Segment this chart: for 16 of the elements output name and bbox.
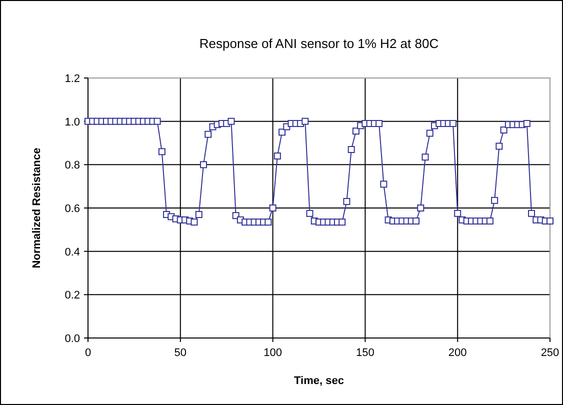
- y-tick-label: 0.2: [64, 290, 80, 302]
- x-tick-label: 100: [264, 347, 282, 359]
- x-tick-label: 250: [540, 347, 560, 359]
- x-axis-title: Time, sec: [294, 375, 344, 387]
- x-tick-label: 0: [84, 347, 92, 359]
- x-tick-label: 150: [356, 347, 374, 359]
- x-tick-label: 200: [448, 347, 467, 359]
- y-axis-title: Normalized Resistance: [31, 148, 43, 268]
- x-tick-label: 50: [174, 347, 187, 359]
- y-tick-label: 0.0: [64, 333, 80, 345]
- y-tick-label: 0.8: [64, 160, 80, 172]
- y-tick-label: 1.2: [64, 73, 80, 85]
- y-tick-label: 1.0: [64, 116, 80, 128]
- y-tick-label: 0.4: [64, 246, 80, 258]
- chart-title: Response of ANI sensor to 1% H2 at 80C: [199, 36, 439, 51]
- y-tick-label: 0.6: [64, 203, 80, 215]
